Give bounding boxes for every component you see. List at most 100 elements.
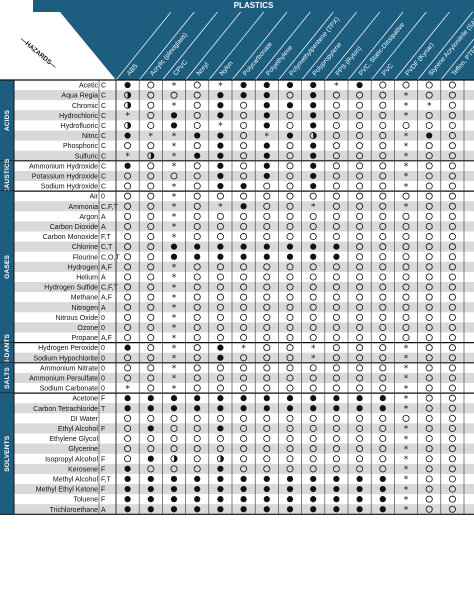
rating-open: [240, 445, 248, 453]
rating-open: [448, 404, 456, 412]
rating-open: [332, 91, 340, 99]
rating-open: [448, 212, 456, 220]
rating-asterisk: *: [172, 192, 177, 202]
rating-asterisk: *: [172, 182, 177, 192]
rating-open: [332, 455, 340, 463]
hazard-code: 0: [101, 315, 105, 322]
rating-asterisk: *: [172, 101, 177, 111]
rating-filled: [333, 496, 340, 503]
rating-open: [286, 424, 294, 432]
rating-open: [425, 414, 433, 422]
rating-open: [309, 273, 317, 281]
rating-open: [425, 172, 433, 180]
rating-open: [240, 142, 248, 150]
column-divider: [440, 38, 474, 81]
rating-filled: [124, 344, 131, 351]
rating-filled: [310, 172, 317, 180]
column-divider: [231, 11, 288, 81]
rating-open: [263, 414, 271, 422]
column-divider: [301, 11, 357, 81]
rating-open: [147, 323, 155, 331]
rating-open: [193, 182, 201, 190]
rating-open: [286, 334, 294, 342]
rating-open: [379, 374, 387, 382]
rating-filled: [240, 243, 247, 250]
rating-open: [124, 182, 132, 190]
rating-open: [425, 303, 433, 311]
rating-open: [448, 414, 456, 422]
rating-open: [286, 182, 294, 190]
rating-open: [286, 354, 294, 362]
rating-open: [448, 152, 456, 160]
hazard-code: F: [101, 396, 105, 403]
chemical-name: Methane: [71, 295, 98, 302]
rating-open: [193, 323, 201, 331]
rating-open: [147, 212, 155, 220]
rating-open: [263, 273, 271, 281]
chemical-name: Ozone: [77, 325, 98, 332]
rating-open: [332, 414, 340, 422]
rating-open: [147, 162, 155, 170]
rating-open: [263, 465, 271, 473]
chemical-name: Ammonium Nitrate: [40, 365, 98, 372]
rating-open: [147, 111, 155, 119]
rating-open: [356, 384, 364, 392]
rating-open: [448, 162, 456, 170]
hazard-code: A,F: [101, 335, 112, 342]
column-divider: [185, 11, 241, 81]
rating-filled: [240, 506, 247, 513]
rating-open: [240, 111, 248, 119]
rating-open: [216, 212, 224, 220]
rating-open: [124, 445, 132, 453]
rating-open: [170, 424, 178, 432]
rating-open: [332, 162, 340, 170]
rating-open: [448, 91, 456, 99]
rating-open: [379, 121, 387, 129]
rating-open: [332, 111, 340, 119]
rating-open: [286, 142, 294, 150]
rating-open: [402, 303, 410, 311]
rating-filled: [286, 132, 294, 139]
rating-open: [193, 273, 201, 281]
rating-filled: [217, 162, 224, 169]
rating-open: [356, 344, 364, 352]
rating-filled: [286, 485, 294, 493]
rating-open: [356, 162, 364, 170]
rating-open: [379, 334, 387, 342]
rating-filled: [263, 152, 270, 159]
rating-filled: [310, 122, 317, 129]
rating-open: [425, 222, 433, 230]
rating-open: [425, 253, 433, 261]
rating-asterisk: *: [404, 394, 409, 404]
rating-open: [402, 263, 410, 271]
rating-open: [147, 435, 155, 443]
rating-open: [332, 435, 340, 443]
rating-open: [309, 334, 317, 342]
rating-asterisk: *: [404, 172, 409, 182]
rating-open: [425, 334, 433, 342]
rating-asterisk: *: [172, 354, 177, 364]
rating-filled: [240, 253, 247, 260]
rating-open: [240, 172, 248, 180]
rating-open: [309, 323, 317, 331]
rating-open: [448, 263, 456, 271]
rating-open: [170, 445, 178, 453]
rating-open: [309, 414, 317, 422]
rating-open: [286, 445, 294, 453]
rating-open: [240, 435, 248, 443]
rating-open: [425, 475, 433, 483]
rating-open: [332, 374, 340, 382]
rating-filled: [147, 475, 154, 483]
rating-filled: [310, 475, 317, 483]
rating-open: [379, 283, 387, 291]
rating-open: [147, 374, 155, 382]
rating-open: [356, 414, 364, 422]
rating-open: [147, 222, 155, 230]
rating-open: [379, 424, 387, 432]
rating-open: [356, 465, 364, 473]
rating-open: [193, 162, 201, 170]
rating-open: [448, 303, 456, 311]
rating-filled: [333, 405, 340, 412]
rating-open: [379, 81, 387, 89]
rating-open: [332, 273, 340, 281]
